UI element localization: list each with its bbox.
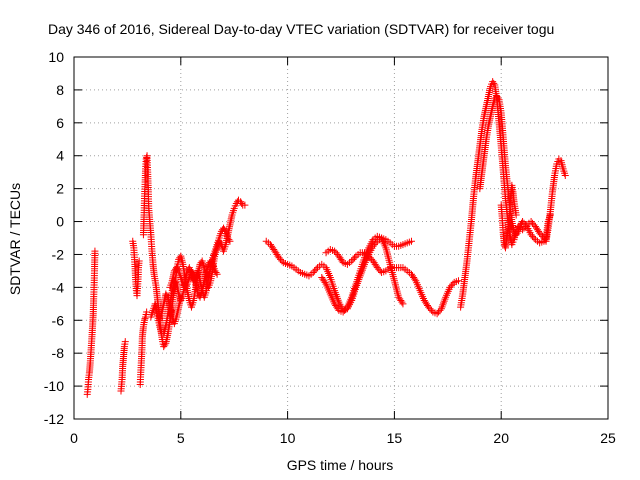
data-point <box>91 247 99 255</box>
x-tick-label: 15 <box>387 430 403 446</box>
y-axis-label: SDTVAR / TECUs <box>7 183 23 295</box>
grid-lines <box>74 57 608 419</box>
y-tick-label: -4 <box>52 279 65 295</box>
data-point <box>398 298 406 306</box>
data-point <box>182 282 190 290</box>
data-point <box>541 236 549 244</box>
data-point <box>339 308 347 316</box>
data-point <box>449 280 457 288</box>
data-point <box>275 254 283 262</box>
y-tick-label: 8 <box>56 82 64 98</box>
data-point <box>529 232 537 240</box>
x-tick-labels: 0 5 10 15 20 25 <box>70 430 616 446</box>
data-point <box>135 257 143 265</box>
data-point <box>171 278 179 286</box>
data-point <box>399 300 407 308</box>
data-point <box>447 282 455 290</box>
data-point <box>519 218 527 226</box>
data-point <box>527 231 535 239</box>
x-tick-label: 25 <box>600 430 616 446</box>
data-point <box>208 259 216 267</box>
data-point <box>225 236 233 244</box>
data-point <box>546 211 554 219</box>
data-point <box>351 254 359 262</box>
plot-frame <box>73 56 609 420</box>
data-point <box>446 283 454 291</box>
y-tick-labels: -12 -10 -8 -6 -4 -2 0 2 4 6 8 10 <box>44 49 64 427</box>
y-tick-label: -12 <box>44 411 64 427</box>
data-point <box>536 229 544 237</box>
data-point <box>121 338 129 346</box>
data-point <box>161 341 169 349</box>
y-tick-label: 0 <box>56 214 64 230</box>
data-point <box>213 270 221 278</box>
data-point <box>427 306 435 314</box>
data-point <box>312 265 320 273</box>
y-tick-label: -2 <box>52 246 65 262</box>
data-point <box>212 269 220 277</box>
data-point <box>241 201 249 209</box>
data-point <box>426 305 434 313</box>
data-point <box>341 306 349 314</box>
data-point <box>342 305 350 313</box>
data-point <box>513 229 521 237</box>
data-point <box>221 226 229 234</box>
chart-title: Day 346 of 2016, Sidereal Day-to-day VTE… <box>48 21 554 37</box>
data-point <box>348 257 356 265</box>
data-point <box>276 255 284 263</box>
data-point <box>512 211 520 219</box>
data-point <box>163 292 171 300</box>
data-point <box>527 218 535 226</box>
data-point <box>561 171 569 179</box>
y-tick-label: 10 <box>48 49 64 65</box>
data-point <box>309 269 317 277</box>
data-point <box>520 219 528 227</box>
data-point <box>529 219 537 227</box>
x-tick-label: 20 <box>493 430 509 446</box>
data-point <box>349 255 357 263</box>
data-point <box>436 306 444 314</box>
y-tick-label: -8 <box>52 345 65 361</box>
y-tick-label: 6 <box>56 115 64 131</box>
y-tick-label: -10 <box>44 378 64 394</box>
data-point <box>454 277 462 285</box>
data-point <box>537 231 545 239</box>
data-point <box>490 79 498 87</box>
x-tick-label: 5 <box>177 430 185 446</box>
data-point <box>530 234 538 242</box>
data-point <box>141 315 149 323</box>
data-point <box>189 269 197 277</box>
data-point <box>311 267 319 275</box>
data-series-sdtvar <box>83 78 569 398</box>
data-point <box>372 239 380 247</box>
data-point <box>331 247 339 255</box>
data-point <box>435 308 443 316</box>
data-point <box>494 94 502 102</box>
y-tick-label: 2 <box>56 181 64 197</box>
data-point <box>411 275 419 283</box>
data-point <box>143 308 151 316</box>
data-point <box>174 265 182 273</box>
data-point <box>177 293 185 301</box>
x-axis-label: GPS time / hours <box>287 457 394 473</box>
data-point <box>321 278 329 286</box>
data-point <box>425 303 433 311</box>
data-point <box>407 237 415 245</box>
y-tick-label: 4 <box>56 148 64 164</box>
data-point <box>140 316 148 324</box>
data-point <box>433 310 441 318</box>
data-point <box>278 257 286 265</box>
y-tick-label: -6 <box>52 312 65 328</box>
data-point <box>332 249 340 257</box>
data-point <box>226 237 234 245</box>
data-point <box>238 199 246 207</box>
data-point <box>375 265 383 273</box>
data-point <box>373 264 381 272</box>
x-tick-label: 0 <box>70 430 78 446</box>
data-point <box>521 221 529 229</box>
axis-ticks <box>73 56 609 420</box>
x-tick-label: 10 <box>280 430 296 446</box>
